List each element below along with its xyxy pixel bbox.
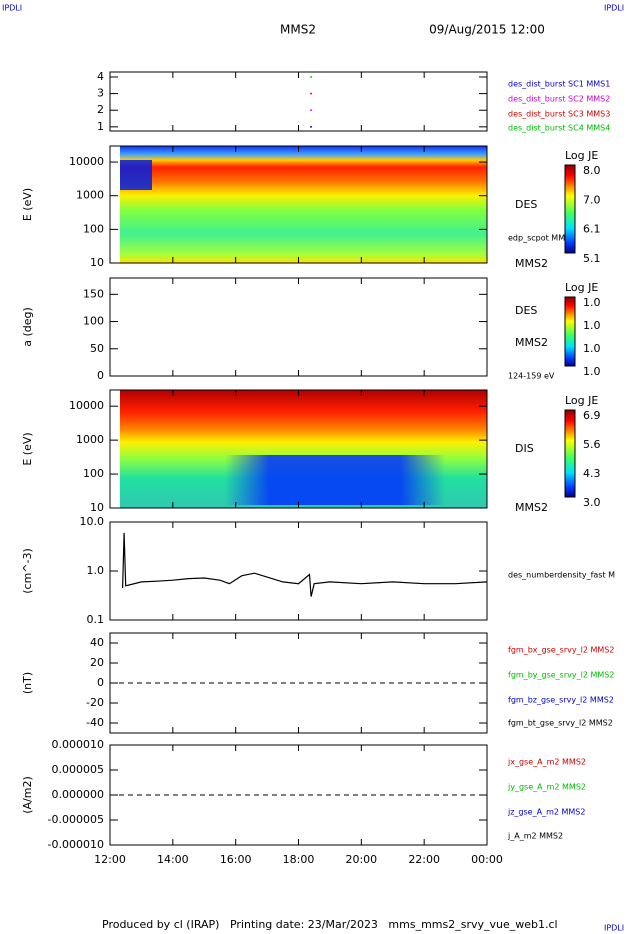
- y-tick-label: 0.1: [87, 613, 105, 626]
- colorbar-label: Log JE: [565, 394, 598, 407]
- y-tick-label: 100: [83, 222, 104, 235]
- colorbar-tick-label: 1.0: [583, 342, 601, 355]
- colorbar-tick-label: 5.6: [583, 438, 601, 451]
- des-spectrogram-patch: [120, 160, 152, 190]
- panel-frame: [109, 521, 488, 621]
- y-tick-label: 3: [97, 87, 104, 100]
- colorbar-tick-label: 8.0: [583, 164, 601, 177]
- colorbar-label: Log JE: [565, 281, 598, 294]
- legend-label: des_dist_burst SC3 MMS3: [508, 110, 610, 119]
- x-tick-label: 18:00: [283, 853, 315, 866]
- y-tick-label: 1.0: [87, 564, 105, 577]
- legend-label: fgm_bt_gse_srvy_l2 MMS2: [508, 719, 613, 728]
- point: [310, 126, 312, 128]
- colorbar-label: Log JE: [565, 149, 598, 162]
- y-tick-label: -20: [86, 696, 104, 709]
- legend-label: DIS: [515, 442, 534, 455]
- point: [310, 92, 312, 95]
- colorbar-tick-label: 1.0: [583, 365, 601, 378]
- legend-label: des_numberdensity_fast M: [508, 571, 615, 580]
- x-tick-label: 12:00: [94, 853, 126, 866]
- x-tick-label: 16:00: [220, 853, 252, 866]
- y-tick-label: -40: [86, 716, 104, 729]
- colorbar: [564, 296, 576, 367]
- y-tick-label: 0.000000: [52, 788, 105, 801]
- point: [310, 76, 312, 78]
- legend-label: des_dist_burst SC2 MMS2: [508, 95, 610, 104]
- legend-label: des_dist_burst SC4 MMS4: [508, 124, 610, 133]
- colorbar-tick-label: 4.3: [583, 467, 601, 480]
- y-tick-label: 10000: [69, 399, 104, 412]
- colorbar: [564, 409, 576, 498]
- y-tick-label: 0: [97, 676, 104, 689]
- point: [310, 109, 312, 112]
- y-tick-label: 100: [83, 467, 104, 480]
- x-tick-label: 00:00: [471, 853, 503, 866]
- des-spectrogram: [120, 146, 487, 263]
- y-axis-label: (nT): [21, 672, 34, 694]
- date: 09/Aug/2015 12:00: [429, 23, 545, 37]
- colorbar-tick-label: 6.9: [583, 409, 601, 422]
- colorbar-tick-label: 3.0: [583, 496, 601, 509]
- colorbar-tick-label: 1.0: [583, 296, 601, 309]
- colorbar-tick-label: 6.1: [583, 223, 601, 236]
- colorbar-tick-label: 7.0: [583, 193, 601, 206]
- y-tick-label: 0.000005: [52, 763, 105, 776]
- dis-spectrogram-patch: [225, 455, 445, 505]
- colorbar-tick-label: 5.1: [583, 252, 601, 265]
- legend-label: jx_gse_A_m2 MMS2: [507, 758, 586, 767]
- y-axis-label: (cm^-3): [21, 548, 34, 594]
- y-tick-label: 0: [97, 369, 104, 382]
- y-tick-label: 4: [97, 70, 104, 83]
- colorbar: [564, 164, 576, 254]
- y-tick-label: -0.000005: [48, 813, 104, 826]
- legend-label: MMS2: [515, 257, 548, 270]
- logo: IPDLI: [2, 4, 22, 13]
- y-tick-label: -0.000010: [48, 838, 104, 851]
- y-tick-label: 100: [83, 315, 104, 328]
- line: [122, 532, 488, 597]
- y-tick-label: 10: [90, 256, 104, 269]
- legend-label: fgm_bx_gse_srvy_l2 MMS2: [508, 646, 614, 655]
- y-tick-label: 10000: [69, 155, 104, 168]
- y-axis-label: E (eV): [21, 188, 34, 221]
- y-tick-label: 10: [90, 501, 104, 514]
- legend-label: 124-159 eV: [508, 372, 555, 381]
- legend-label: j_A_m2 MMS2: [507, 832, 563, 841]
- y-tick-label: 20: [90, 656, 104, 669]
- x-tick-label: 20:00: [345, 853, 377, 866]
- title: MMS2: [280, 23, 316, 37]
- panel-frame: [109, 71, 488, 132]
- legend-label: DES: [515, 304, 537, 317]
- y-tick-label: 150: [83, 287, 104, 300]
- colorbar-tick-label: 1.0: [583, 319, 601, 332]
- y-axis-label: a (deg): [21, 307, 34, 347]
- y-tick-label: 1000: [76, 189, 104, 202]
- legend-label: MMS2: [515, 501, 548, 514]
- legend-label: fgm_bz_gse_srvy_l2 MMS2: [508, 696, 614, 705]
- legend-label: edp_scpot MMS2: [508, 234, 575, 243]
- y-axis-label: E (eV): [21, 432, 34, 465]
- legend-label: jz_gse_A_m2 MMS2: [507, 808, 585, 817]
- legend-label: MMS2: [515, 336, 548, 349]
- logo: IPDLI: [604, 924, 624, 933]
- y-axis-label: (A/m2): [21, 776, 34, 814]
- x-tick-label: 22:00: [408, 853, 440, 866]
- y-tick-label: 2: [97, 103, 104, 116]
- panel-frame: [109, 277, 488, 377]
- footer: Produced by cl (IRAP) Printing date: 23/…: [102, 918, 558, 931]
- legend-label: fgm_by_gse_srvy_l2 MMS2: [508, 671, 614, 680]
- y-tick-label: 50: [90, 342, 104, 355]
- y-tick-label: 40: [90, 636, 104, 649]
- logo: IPDLI: [604, 4, 624, 13]
- y-tick-label: 0.000010: [52, 738, 105, 751]
- y-tick-label: 1: [97, 120, 104, 133]
- legend-label: DES: [515, 198, 537, 211]
- y-tick-label: 10.0: [80, 515, 105, 528]
- x-tick-label: 14:00: [157, 853, 189, 866]
- legend-label: jy_gse_A_m2 MMS2: [507, 783, 586, 792]
- legend-label: des_dist_burst SC1 MMS1: [508, 80, 610, 89]
- y-tick-label: 1000: [76, 433, 104, 446]
